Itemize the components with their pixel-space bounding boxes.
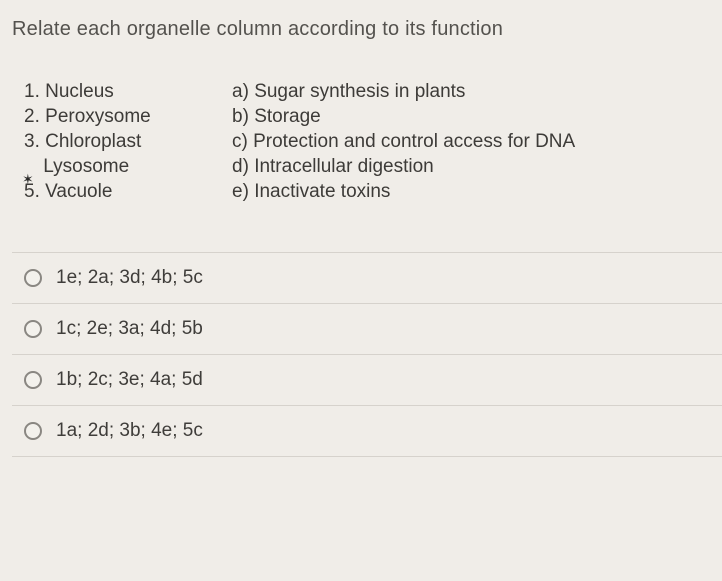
function-item: c) Protection and control access for DNA bbox=[232, 129, 575, 154]
organelle-index: 3. bbox=[24, 131, 40, 152]
answer-option[interactable]: 1c; 2e; 3a; 4d; 5b bbox=[12, 304, 722, 355]
answer-option[interactable]: 1b; 2c; 3e; 4a; 5d bbox=[12, 355, 722, 406]
option-text: 1e; 2a; 3d; 4b; 5c bbox=[56, 267, 203, 289]
organelle-item: Lysosome bbox=[24, 154, 204, 179]
function-column: a) Sugar synthesis in plants b) Storage … bbox=[232, 79, 575, 204]
answer-option[interactable]: 1a; 2d; 3b; 4e; 5c bbox=[12, 406, 722, 457]
function-item: a) Sugar synthesis in plants bbox=[232, 79, 575, 104]
function-item: d) Intracellular digestion bbox=[232, 154, 575, 179]
organelle-index: 1. bbox=[24, 81, 40, 102]
option-text: 1c; 2e; 3a; 4d; 5b bbox=[56, 318, 203, 340]
function-item: e) Inactivate toxins bbox=[232, 179, 575, 204]
organelle-item: 5. Vacuole bbox=[24, 179, 204, 204]
answer-options: 1e; 2a; 3d; 4b; 5c 1c; 2e; 3a; 4d; 5b 1b… bbox=[12, 252, 722, 457]
question-prompt: Relate each organelle column according t… bbox=[12, 18, 722, 41]
radio-icon[interactable] bbox=[24, 371, 42, 389]
function-label: Storage bbox=[254, 106, 321, 127]
organelle-label: Vacuole bbox=[45, 181, 112, 202]
organelle-column: 1. Nucleus 2. Peroxysome 3. Chloroplast … bbox=[24, 79, 204, 204]
answer-option[interactable]: 1e; 2a; 3d; 4b; 5c bbox=[12, 252, 722, 304]
function-label: Intracellular digestion bbox=[254, 156, 434, 177]
function-label: Sugar synthesis in plants bbox=[254, 81, 465, 102]
organelle-item: 1. Nucleus bbox=[24, 79, 204, 104]
function-index: a) bbox=[232, 81, 249, 102]
organelle-index: 2. bbox=[24, 106, 40, 127]
organelle-label: Chloroplast bbox=[45, 131, 141, 152]
function-index: c) bbox=[232, 131, 248, 152]
function-index: e) bbox=[232, 181, 249, 202]
organelle-label: Lysosome bbox=[43, 156, 129, 177]
function-label: Protection and control access for DNA bbox=[253, 131, 575, 152]
organelle-label: Nucleus bbox=[45, 81, 114, 102]
organelle-label: Peroxysome bbox=[45, 106, 151, 127]
option-text: 1a; 2d; 3b; 4e; 5c bbox=[56, 420, 203, 442]
radio-icon[interactable] bbox=[24, 422, 42, 440]
function-index: d) bbox=[232, 156, 249, 177]
option-text: 1b; 2c; 3e; 4a; 5d bbox=[56, 369, 203, 391]
function-item: b) Storage bbox=[232, 104, 575, 129]
radio-icon[interactable] bbox=[24, 320, 42, 338]
radio-icon[interactable] bbox=[24, 269, 42, 287]
organelle-item: 2. Peroxysome bbox=[24, 104, 204, 129]
matching-columns: 1. Nucleus 2. Peroxysome 3. Chloroplast … bbox=[12, 79, 722, 204]
function-index: b) bbox=[232, 106, 249, 127]
organelle-item: 3. Chloroplast bbox=[24, 129, 204, 154]
function-label: Inactivate toxins bbox=[254, 181, 390, 202]
